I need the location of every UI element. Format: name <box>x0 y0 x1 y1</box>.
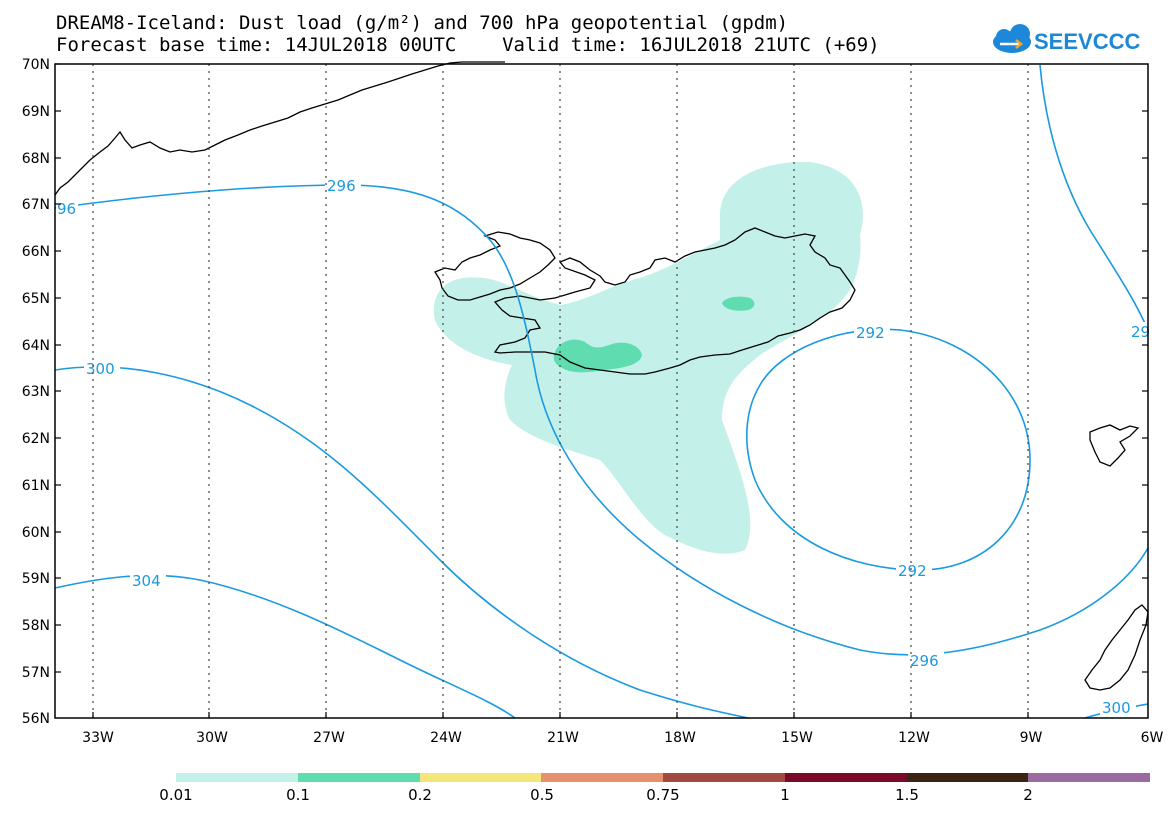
colorbar-swatch <box>541 773 663 782</box>
tick-marks <box>55 63 1148 718</box>
seevccc-logo: SEEVCCC <box>993 24 1140 54</box>
lat-label: 60N <box>22 525 50 541</box>
geopotential-contours <box>54 64 1149 719</box>
contour-label: 300 <box>1102 699 1131 717</box>
contour-label: 29 <box>1131 323 1150 341</box>
cloud-icon <box>993 24 1031 53</box>
logo-text: SEEVCCC <box>1034 29 1140 54</box>
lat-label: 59N <box>22 571 50 587</box>
lat-label: 63N <box>22 384 50 400</box>
iceland-coastline <box>493 227 856 375</box>
contour-label: 296 <box>910 652 939 670</box>
lon-label: 18W <box>664 730 696 746</box>
faroe-coastline <box>1089 424 1140 467</box>
lat-label: 67N <box>22 197 50 213</box>
contour-label: 300 <box>86 360 115 378</box>
contour-labels: 96 296 300 304 292 292 296 29 300 <box>56 176 1150 717</box>
lat-label: 58N <box>22 618 50 634</box>
lon-label: 27W <box>313 730 345 746</box>
dust-region-low <box>433 161 863 554</box>
lon-label: 21W <box>547 730 579 746</box>
map-title: DREAM8-Iceland: Dust load (g/m²) and 700… <box>56 12 789 34</box>
colorbar-swatch <box>297 773 420 782</box>
lat-label: 65N <box>22 291 50 307</box>
lat-label: 64N <box>22 338 50 354</box>
colorbar-label: 1 <box>780 786 790 804</box>
contour-292 <box>746 328 1031 571</box>
map-subtitle: Forecast base time: 14JUL2018 00UTC Vali… <box>56 34 880 56</box>
colorbar-label: 2 <box>1023 786 1033 804</box>
dust-load-shading <box>433 161 863 554</box>
scotland-coastline <box>1084 604 1149 691</box>
colorbar-label: 0.01 <box>159 786 193 804</box>
colorbar-swatch <box>419 773 542 782</box>
lat-label: 62N <box>22 431 50 447</box>
lon-label: 6W <box>1141 730 1164 746</box>
colorbar-swatch <box>906 773 1029 782</box>
colorbar-swatch <box>176 773 298 782</box>
contour-label: 96 <box>57 200 76 218</box>
colorbar-label: 0.5 <box>530 786 554 804</box>
contour-label: 292 <box>856 324 885 342</box>
contour-label: 296 <box>327 177 356 195</box>
lon-label: 12W <box>898 730 930 746</box>
lon-label: 33W <box>82 730 114 746</box>
colorbar-swatch <box>663 773 785 782</box>
colorbar <box>176 773 1150 782</box>
colorbar-swatch <box>1028 773 1150 782</box>
greenland-coastline <box>54 61 505 196</box>
lat-label: 69N <box>22 104 50 120</box>
lat-label: 66N <box>22 244 50 260</box>
contour-300 <box>54 366 749 719</box>
lon-label: 24W <box>430 730 462 746</box>
lat-label: 68N <box>22 151 50 167</box>
longitude-labels: 33W 30W 27W 24W 21W 18W 15W 12W 9W 6W <box>82 730 1163 746</box>
colorbar-label: 0.75 <box>646 786 680 804</box>
lon-label: 30W <box>196 730 228 746</box>
lat-label: 57N <box>22 665 50 681</box>
latitude-labels: 70N 69N 68N 67N 66N 65N 64N 63N 62N 61N … <box>22 57 50 727</box>
lat-label: 61N <box>22 478 50 494</box>
lat-label: 56N <box>22 711 50 727</box>
lon-label: 9W <box>1020 730 1043 746</box>
colorbar-label: 1.5 <box>895 786 919 804</box>
colorbar-swatch <box>784 773 907 782</box>
contour-29x <box>1039 64 1149 331</box>
lat-label: 70N <box>22 57 50 73</box>
contour-label: 292 <box>898 562 927 580</box>
contour-label: 304 <box>132 572 161 590</box>
colorbar-label: 0.2 <box>408 786 432 804</box>
iceland-westfjords-coastline <box>434 231 556 301</box>
lon-label: 15W <box>781 730 813 746</box>
contour-304 <box>54 574 516 719</box>
dust-region-medium <box>722 296 755 311</box>
colorbar-label: 0.1 <box>286 786 310 804</box>
